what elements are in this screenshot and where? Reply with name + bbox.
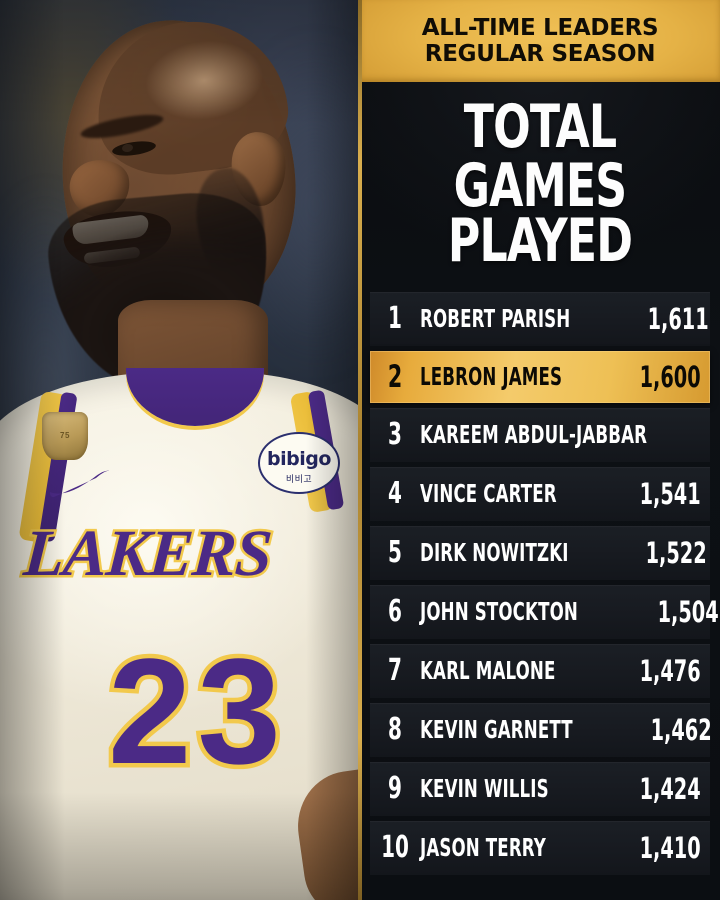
row-rank: 5 xyxy=(388,535,402,571)
table-row: 8 KEVIN GARNETT 1,462 xyxy=(370,702,712,757)
row-player-name: JASON TERRY xyxy=(420,833,546,863)
row-rank: 1 xyxy=(388,301,402,337)
leaderboard-rows: 1 ROBERT PARISH 1,611 2 LEBRON JAMES 1,600 3 KA… xyxy=(360,291,720,875)
row-player-name: KEVIN WILLIS xyxy=(420,774,549,804)
row-value: 1,541 xyxy=(640,476,702,511)
lakers-wordmark: LAKERS xyxy=(19,515,276,593)
row-value: 1,600 xyxy=(640,359,702,394)
row-value: 1,504 xyxy=(658,594,720,629)
row-player-name: KEVIN GARNETT xyxy=(420,715,573,745)
board-title-line-2: GAMES PLAYED xyxy=(447,151,633,277)
row-rank: 3 xyxy=(388,417,402,453)
table-row: 9 KEVIN WILLIS 1,424 xyxy=(370,761,710,816)
row-rank: 10 xyxy=(381,830,409,866)
row-player-name: LEBRON JAMES xyxy=(420,362,563,392)
gold-divider xyxy=(358,0,362,900)
row-player-name: VINCE CARTER xyxy=(420,479,557,509)
nba-75th-anniversary-patch: 75 xyxy=(42,412,88,460)
leaderboard-panel: ALL-TIME LEADERS REGULAR SEASON TOTAL GA… xyxy=(360,0,720,900)
row-value: 1,462 xyxy=(651,712,713,747)
bibigo-label-korean: 비비고 xyxy=(285,474,313,484)
row-value: 1,611 xyxy=(647,301,709,336)
row-value: 1,424 xyxy=(640,771,702,806)
row-rank: 9 xyxy=(388,771,402,807)
player-photo: 75 bibigo 비비고 LAKERS 23 xyxy=(0,0,360,900)
board-header-line-1: ALL-TIME LEADERS xyxy=(421,15,659,41)
row-rank: 8 xyxy=(388,712,402,748)
nike-swoosh-icon xyxy=(48,470,110,498)
board-title-line-1: TOTAL xyxy=(463,92,617,162)
row-player-name: DIRK NOWITZKI xyxy=(420,538,569,568)
row-value: 1,522 xyxy=(645,535,707,570)
row-player-name: JOHN STOCKTON xyxy=(420,597,578,627)
table-row: 5 DIRK NOWITZKI 1,522 xyxy=(370,525,710,580)
table-row: 10 JASON TERRY 1,410 xyxy=(370,820,710,875)
bibigo-sponsor-patch: bibigo 비비고 xyxy=(258,432,340,494)
row-player-name: ROBERT PARISH xyxy=(420,304,571,334)
board-header-banner: ALL-TIME LEADERS REGULAR SEASON xyxy=(360,0,720,82)
jersey-number: 23 xyxy=(104,627,287,795)
row-value: 1,476 xyxy=(640,653,702,688)
row-player-name: KARL MALONE xyxy=(420,656,556,686)
table-row: 4 VINCE CARTER 1,541 xyxy=(370,466,710,521)
row-rank: 6 xyxy=(388,594,402,630)
table-row: 7 KARL MALONE 1,476 xyxy=(370,643,710,698)
board-title: TOTAL GAMES PLAYED xyxy=(360,82,720,282)
bibigo-label: bibigo xyxy=(267,448,331,470)
row-rank: 7 xyxy=(388,653,402,689)
row-rank: 4 xyxy=(388,476,402,512)
table-row: 1 ROBERT PARISH 1,611 xyxy=(370,291,710,346)
row-player-name: KAREEM ABDUL-JABBAR xyxy=(420,420,648,450)
board-header-line-2: REGULAR SEASON xyxy=(424,41,656,67)
row-value: 1,410 xyxy=(640,830,702,865)
row-rank: 2 xyxy=(387,358,403,395)
table-row: 2 LEBRON JAMES 1,600 xyxy=(370,350,710,403)
table-row: 6 JOHN STOCKTON 1,504 xyxy=(370,584,719,639)
